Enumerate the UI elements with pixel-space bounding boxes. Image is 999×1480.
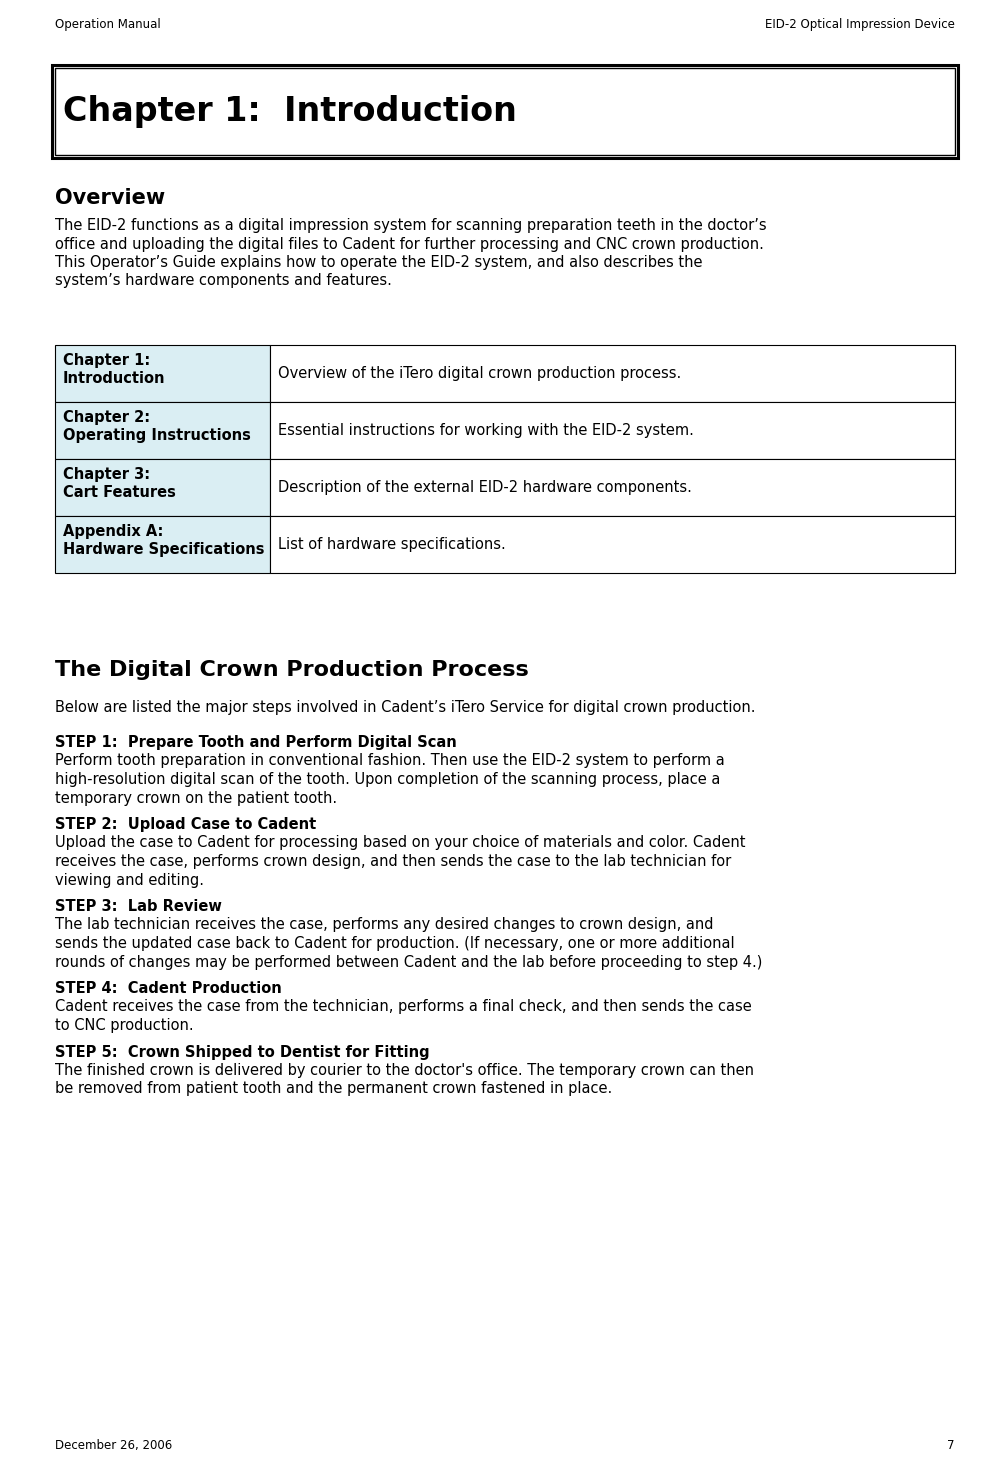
Text: The Digital Crown Production Process: The Digital Crown Production Process: [55, 660, 528, 679]
Bar: [55, 403, 270, 459]
Text: This Operator’s Guide explains how to operate the EID-2 system, and also describ: This Operator’s Guide explains how to op…: [55, 255, 702, 269]
Text: Perform tooth preparation in conventional fashion. Then use the EID-2 system to : Perform tooth preparation in conventiona…: [55, 753, 724, 768]
Text: STEP 4:  Cadent Production: STEP 4: Cadent Production: [55, 981, 282, 996]
Text: Chapter 1:  Introduction: Chapter 1: Introduction: [63, 95, 516, 127]
Text: STEP 3:  Lab Review: STEP 3: Lab Review: [55, 898, 222, 915]
Text: List of hardware specifications.: List of hardware specifications.: [278, 537, 505, 552]
Bar: [55, 68, 955, 155]
Text: Operation Manual: Operation Manual: [55, 18, 161, 31]
Text: Cart Features: Cart Features: [63, 485, 176, 500]
Text: Essential instructions for working with the EID-2 system.: Essential instructions for working with …: [278, 423, 694, 438]
Text: office and uploading the digital files to Cadent for further processing and CNC : office and uploading the digital files t…: [55, 237, 764, 252]
Text: to CNC production.: to CNC production.: [55, 1018, 194, 1033]
Text: Overview: Overview: [55, 188, 165, 209]
Text: Description of the external EID-2 hardware components.: Description of the external EID-2 hardwa…: [278, 480, 692, 494]
Bar: [52, 65, 958, 158]
Text: Cadent receives the case from the technician, performs a final check, and then s: Cadent receives the case from the techni…: [55, 999, 752, 1014]
Text: December 26, 2006: December 26, 2006: [55, 1439, 172, 1452]
Text: The finished crown is delivered by courier to the doctor's office. The temporary: The finished crown is delivered by couri…: [55, 1063, 754, 1077]
Text: Below are listed the major steps involved in Cadent’s iTero Service for digital : Below are listed the major steps involve…: [55, 700, 755, 715]
Text: EID-2 Optical Impression Device: EID-2 Optical Impression Device: [765, 18, 955, 31]
Text: receives the case, performs crown design, and then sends the case to the lab tec: receives the case, performs crown design…: [55, 854, 731, 869]
Bar: [270, 517, 955, 573]
Text: The EID-2 functions as a digital impression system for scanning preparation teet: The EID-2 functions as a digital impress…: [55, 218, 766, 232]
Text: Chapter 1:: Chapter 1:: [63, 354, 150, 369]
Text: Chapter 2:: Chapter 2:: [63, 410, 150, 425]
Text: Introduction: Introduction: [63, 371, 166, 386]
Text: rounds of changes may be performed between Cadent and the lab before proceeding : rounds of changes may be performed betwe…: [55, 955, 762, 969]
Text: STEP 2:  Upload Case to Cadent: STEP 2: Upload Case to Cadent: [55, 817, 317, 832]
Text: viewing and editing.: viewing and editing.: [55, 873, 204, 888]
Bar: [270, 345, 955, 403]
Text: system’s hardware components and features.: system’s hardware components and feature…: [55, 274, 392, 289]
Text: Chapter 3:: Chapter 3:: [63, 468, 150, 482]
Text: Upload the case to Cadent for processing based on your choice of materials and c: Upload the case to Cadent for processing…: [55, 836, 745, 851]
Text: The lab technician receives the case, performs any desired changes to crown desi: The lab technician receives the case, pe…: [55, 918, 713, 932]
Text: STEP 1:  Prepare Tooth and Perform Digital Scan: STEP 1: Prepare Tooth and Perform Digita…: [55, 736, 457, 750]
Bar: [270, 459, 955, 517]
Bar: [55, 345, 270, 403]
Text: temporary crown on the patient tooth.: temporary crown on the patient tooth.: [55, 790, 337, 805]
Text: Operating Instructions: Operating Instructions: [63, 428, 251, 443]
Text: Appendix A:: Appendix A:: [63, 524, 164, 539]
Text: sends the updated case back to Cadent for production. (If necessary, one or more: sends the updated case back to Cadent fo…: [55, 935, 734, 952]
Text: be removed from patient tooth and the permanent crown fastened in place.: be removed from patient tooth and the pe…: [55, 1082, 612, 1097]
Bar: [55, 459, 270, 517]
Bar: [55, 517, 270, 573]
Text: STEP 5:  Crown Shipped to Dentist for Fitting: STEP 5: Crown Shipped to Dentist for Fit…: [55, 1045, 430, 1060]
Text: high-resolution digital scan of the tooth. Upon completion of the scanning proce: high-resolution digital scan of the toot…: [55, 773, 720, 787]
Text: Overview of the iTero digital crown production process.: Overview of the iTero digital crown prod…: [278, 366, 681, 380]
Text: 7: 7: [947, 1439, 955, 1452]
Text: Hardware Specifications: Hardware Specifications: [63, 542, 265, 556]
Bar: [270, 403, 955, 459]
